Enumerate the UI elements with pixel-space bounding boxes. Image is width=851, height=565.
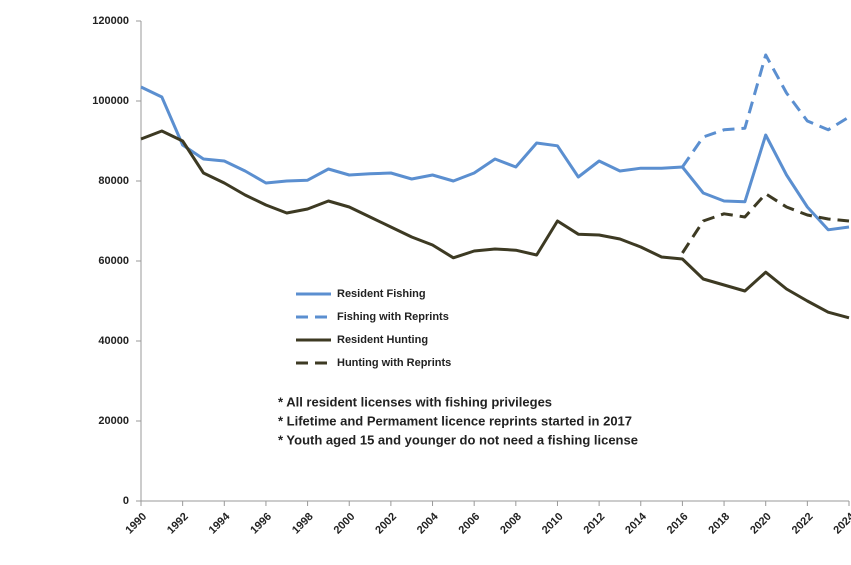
x-tick-label: 2004 bbox=[415, 510, 441, 536]
x-tick-label: 2006 bbox=[457, 511, 483, 537]
x-tick-label: 2000 bbox=[332, 511, 358, 537]
x-tick-label: 2008 bbox=[498, 511, 524, 537]
y-tick-label: 60000 bbox=[98, 255, 129, 267]
legend-label: Resident Fishing bbox=[337, 288, 426, 300]
y-tick-label: 100000 bbox=[92, 95, 129, 107]
x-tick-label: 1992 bbox=[165, 511, 191, 537]
y-tick-label: 120000 bbox=[92, 15, 129, 27]
series-line bbox=[681, 53, 850, 168]
legend-label: Hunting with Reprints bbox=[337, 357, 451, 369]
legend-label: Fishing with Reprints bbox=[337, 311, 449, 323]
x-tick-label: 2020 bbox=[748, 511, 774, 537]
x-tick-label: 1990 bbox=[123, 511, 149, 537]
series-line bbox=[681, 192, 850, 254]
x-tick-label: 2024 bbox=[831, 510, 851, 536]
x-tick-label: 2002 bbox=[373, 511, 399, 537]
annotation: * Lifetime and Permament licence reprint… bbox=[278, 413, 632, 428]
x-tick-label: 2012 bbox=[581, 511, 607, 537]
x-tick-label: 2010 bbox=[540, 511, 566, 537]
y-tick-label: 40000 bbox=[98, 335, 129, 347]
x-tick-label: 1996 bbox=[248, 511, 274, 537]
x-tick-label: 2018 bbox=[706, 511, 732, 537]
x-tick-label: 2022 bbox=[790, 511, 816, 537]
annotation: * All resident licenses with fishing pri… bbox=[278, 394, 552, 409]
x-tick-label: 1994 bbox=[207, 510, 233, 536]
x-tick-label: 2014 bbox=[623, 510, 649, 536]
y-tick-label: 80000 bbox=[98, 175, 129, 187]
x-tick-label: 2016 bbox=[665, 511, 691, 537]
y-tick-label: 0 bbox=[123, 495, 129, 507]
legend-label: Resident Hunting bbox=[337, 334, 428, 346]
x-tick-label: 1998 bbox=[290, 511, 316, 537]
series-line bbox=[140, 85, 850, 232]
y-tick-label: 20000 bbox=[98, 415, 129, 427]
annotation: * Youth aged 15 and younger do not need … bbox=[278, 432, 638, 447]
series-line bbox=[140, 129, 850, 320]
